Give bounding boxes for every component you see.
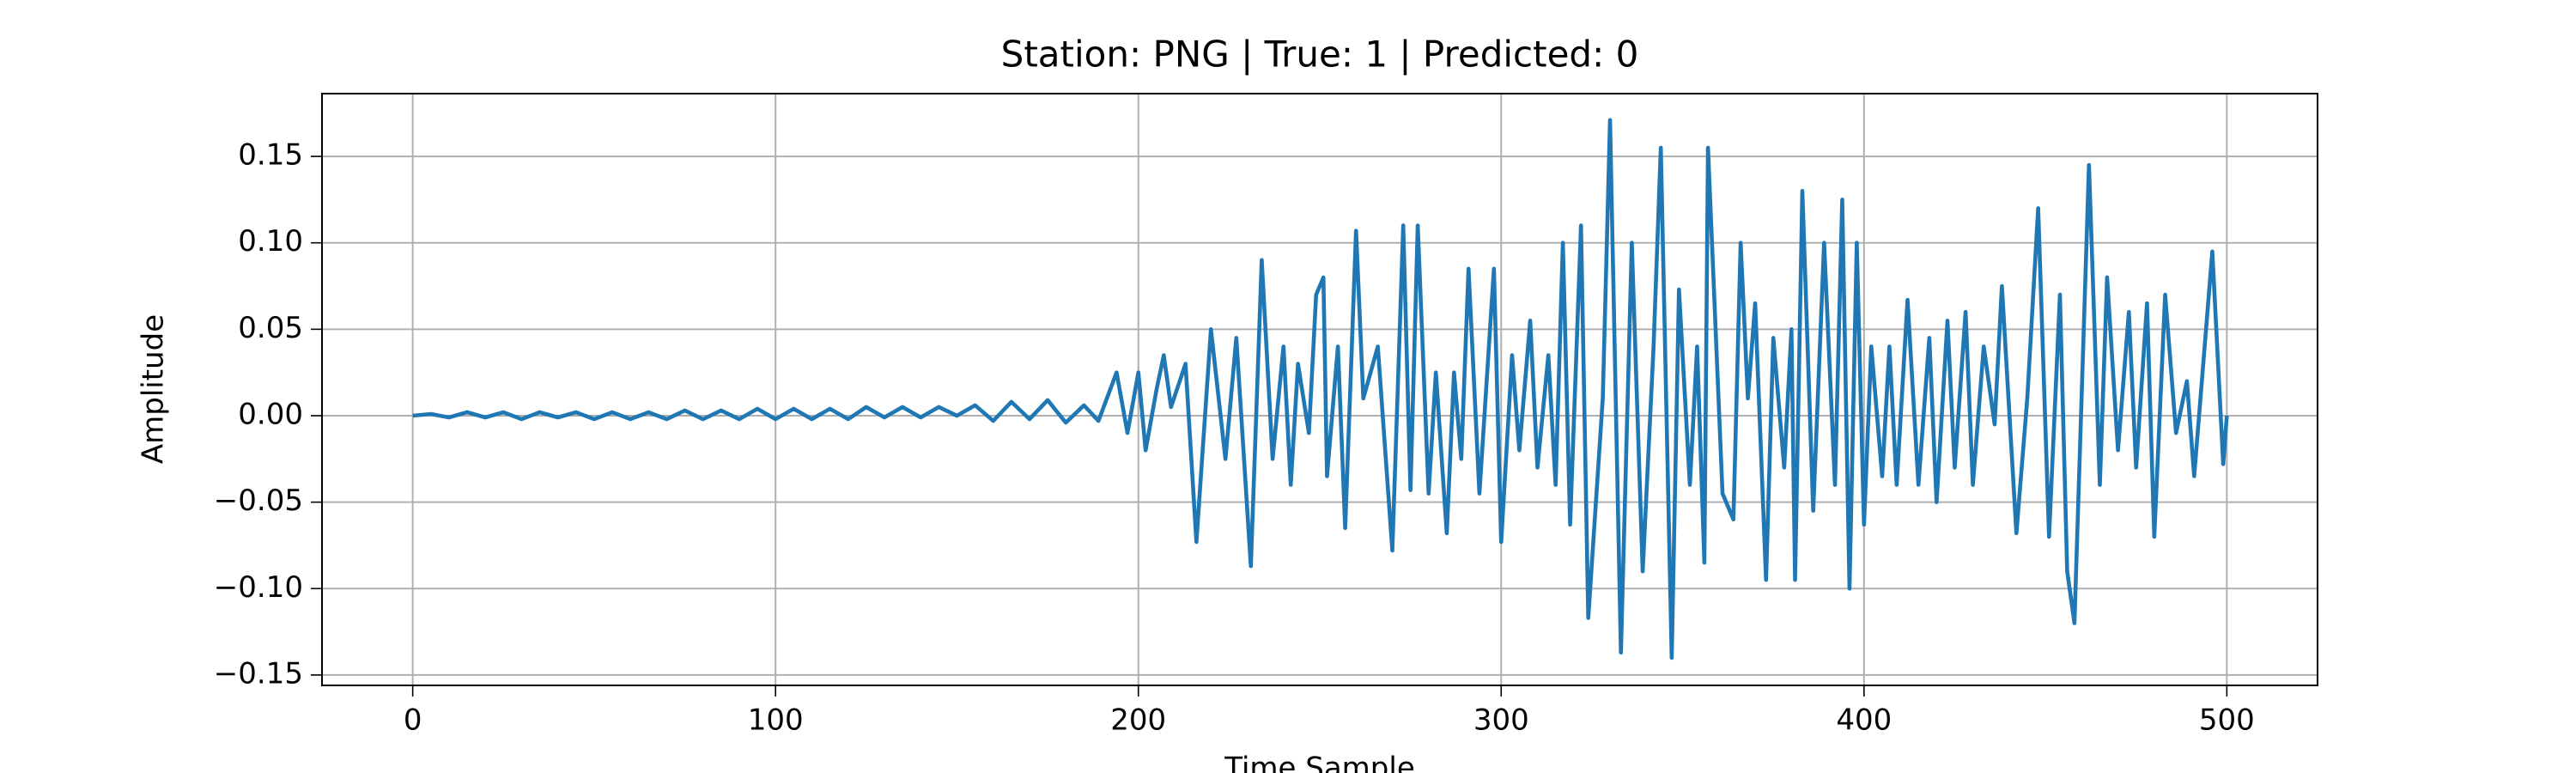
x-tick-label: 0 [404, 703, 422, 738]
chart-title: Station: PNG | True: 1 | Predicted: 0 [1001, 33, 1639, 76]
y-tick-label: 0.00 [238, 397, 303, 431]
x-tick-label: 200 [1110, 703, 1166, 738]
y-tick-label: 0.15 [238, 138, 303, 173]
y-tick-label: 0.05 [238, 311, 303, 345]
x-tick-label: 500 [2199, 703, 2255, 738]
plot-frame [321, 93, 2318, 686]
data-line [412, 118, 2229, 660]
x-tick-label: 300 [1473, 703, 1529, 738]
y-tick-label: −0.15 [214, 656, 303, 691]
x-axis-label: Time Sample [1224, 752, 1415, 773]
y-tick-label: 0.10 [238, 224, 303, 259]
y-tick-label: −0.05 [214, 484, 303, 518]
y-axis-label: Amplitude [137, 314, 171, 464]
x-tick-label: 400 [1836, 703, 1892, 738]
x-tick-label: 100 [748, 703, 804, 738]
y-tick-label: −0.10 [214, 570, 303, 605]
